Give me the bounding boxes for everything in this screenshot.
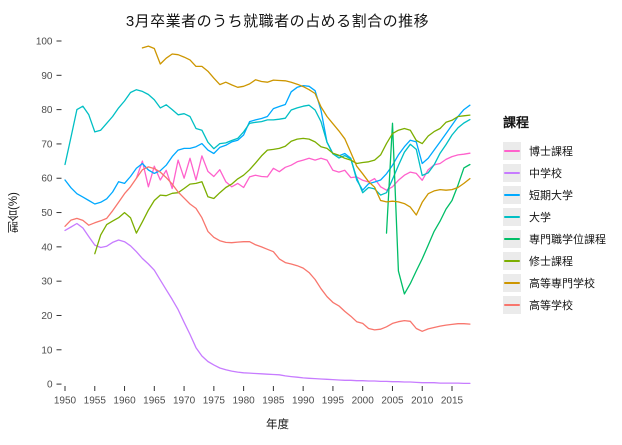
legend-key-line-icon <box>504 304 520 306</box>
x-tick-label: 2000 <box>352 396 375 407</box>
y-tick-label: 60 <box>41 174 53 185</box>
series-line-masters <box>94 114 471 255</box>
series-line-junior-high-school <box>64 222 471 385</box>
x-tick-label: 1950 <box>54 396 77 407</box>
legend-item-junior-college: 短期大学 <box>503 184 621 206</box>
legend-key-university <box>503 208 521 226</box>
legend-key-line-icon <box>504 172 520 174</box>
legend-key-junior-college <box>503 186 521 204</box>
legend-item-doctoral: 博士課程 <box>503 140 621 162</box>
legend-item-university: 大学 <box>503 206 621 228</box>
legend-label-junior-high-school: 中学校 <box>529 168 562 180</box>
y-tick-label: 70 <box>41 139 53 150</box>
legend-key-line-icon <box>504 260 520 262</box>
y-tick-label: 0 <box>47 380 53 391</box>
series-line-university <box>64 89 471 196</box>
legend-key-masters <box>503 252 521 270</box>
x-tick-label: 1995 <box>322 396 345 407</box>
legend-key-line-icon <box>504 194 520 196</box>
legend-key-line-icon <box>504 282 520 284</box>
y-tick-label: 10 <box>41 345 53 356</box>
legend-key-junior-high-school <box>503 164 521 182</box>
legend-key-professional-degree <box>503 230 521 248</box>
y-tick-label: 30 <box>41 277 53 288</box>
legend-key-line-icon <box>504 150 520 152</box>
y-tick-label: 100 <box>36 37 53 48</box>
y-tick-label: 20 <box>41 311 53 322</box>
x-tick-label: 1955 <box>84 396 107 407</box>
legend-key-line-icon <box>504 216 520 218</box>
legend-key-technical-college <box>503 274 521 292</box>
legend-item-professional-degree: 専門職学位課程 <box>503 228 621 250</box>
series-line-technical-college <box>141 45 471 216</box>
legend-key-doctoral <box>503 142 521 160</box>
y-tick-label: 50 <box>41 208 53 219</box>
legend-key-high-school <box>503 296 521 314</box>
x-tick-label: 1975 <box>203 396 226 407</box>
legend-item-high-school: 高等学校 <box>503 294 621 316</box>
legend-label-professional-degree: 専門職学位課程 <box>529 234 606 246</box>
series-line-junior-college <box>64 84 471 205</box>
x-axis-label: 年度 <box>266 419 289 431</box>
x-tick-label: 1970 <box>173 396 196 407</box>
legend-label-technical-college: 高等専門学校 <box>529 278 595 290</box>
x-tick-label: 2015 <box>441 396 464 407</box>
x-tick-label: 1990 <box>292 396 315 407</box>
series-line-high-school <box>64 166 471 332</box>
y-tick-label: 40 <box>41 242 53 253</box>
x-tick-label: 1960 <box>113 396 136 407</box>
x-tick-label: 1980 <box>232 396 255 407</box>
y-tick-label: 80 <box>41 105 53 116</box>
series-line-professional-degree <box>385 122 471 295</box>
legend-item-junior-high-school: 中学校 <box>503 162 621 184</box>
legend-label-high-school: 高等学校 <box>529 300 573 312</box>
legend-title: 課程 <box>503 115 530 130</box>
legend-key-line-icon <box>504 238 520 240</box>
legend-label-doctoral: 博士課程 <box>529 146 573 158</box>
legend-item-masters: 修士課程 <box>503 250 621 272</box>
legend-items: 博士課程中学校短期大学大学専門職学位課程 修士課程高等専門学校 高等学校 <box>503 140 621 316</box>
legend: 課程 博士課程中学校短期大学大学専門職学位課程 修士課程高等専門学校 高等学校 <box>503 112 621 316</box>
series-line-doctoral <box>135 152 471 191</box>
legend-item-technical-college: 高等専門学校 <box>503 272 621 294</box>
x-tick-label: 2010 <box>411 396 434 407</box>
chart-title: 3月卒業者のうち就職者の占める割合の推移 <box>125 13 430 30</box>
legend-label-masters: 修士課程 <box>529 256 573 268</box>
x-tick-label: 2005 <box>381 396 404 407</box>
x-tick-label: 1965 <box>143 396 166 407</box>
y-tick-label: 90 <box>41 71 53 82</box>
x-tick-label: 1985 <box>262 396 285 407</box>
legend-label-junior-college: 短期大学 <box>529 190 573 202</box>
legend-label-university: 大学 <box>529 212 551 224</box>
